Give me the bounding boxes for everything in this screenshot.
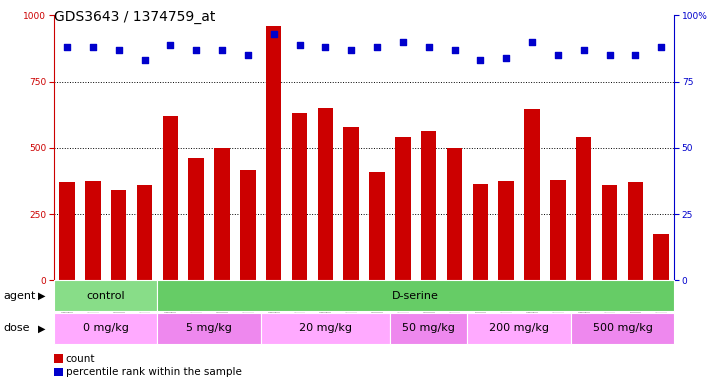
Bar xyxy=(395,137,410,280)
Point xyxy=(138,57,150,63)
Point xyxy=(345,47,357,53)
Point xyxy=(655,44,667,50)
Point xyxy=(164,41,176,48)
Text: ▶: ▶ xyxy=(37,291,45,301)
Bar xyxy=(421,131,436,280)
Bar xyxy=(498,181,514,280)
Bar xyxy=(369,172,385,280)
Text: control: control xyxy=(87,291,125,301)
Bar xyxy=(343,127,359,280)
Bar xyxy=(317,108,333,280)
Bar xyxy=(85,181,100,280)
Point xyxy=(268,31,280,37)
Text: 200 mg/kg: 200 mg/kg xyxy=(489,323,549,333)
Point xyxy=(371,44,383,50)
Bar xyxy=(653,234,669,280)
Point xyxy=(61,44,73,50)
Point xyxy=(216,47,228,53)
Point xyxy=(293,41,305,48)
Bar xyxy=(54,313,157,344)
Point xyxy=(500,55,512,61)
Bar xyxy=(627,182,643,280)
Point xyxy=(474,57,486,63)
Point xyxy=(526,39,538,45)
Text: dose: dose xyxy=(4,323,30,333)
Bar xyxy=(524,109,540,280)
Point xyxy=(113,47,125,53)
Bar xyxy=(550,180,566,280)
Bar xyxy=(292,113,307,280)
Text: agent: agent xyxy=(4,291,36,301)
Text: ▶: ▶ xyxy=(37,323,45,333)
Point xyxy=(448,47,460,53)
Bar xyxy=(240,170,255,280)
Bar xyxy=(266,26,281,280)
Bar xyxy=(390,313,467,344)
Text: 20 mg/kg: 20 mg/kg xyxy=(298,323,352,333)
Bar xyxy=(111,190,126,280)
Point xyxy=(629,52,641,58)
Bar xyxy=(214,148,230,280)
Bar xyxy=(157,313,261,344)
Point xyxy=(578,47,590,53)
Bar xyxy=(157,280,674,311)
Text: 500 mg/kg: 500 mg/kg xyxy=(593,323,653,333)
Point xyxy=(190,47,202,53)
Text: GDS3643 / 1374759_at: GDS3643 / 1374759_at xyxy=(54,10,216,23)
Bar xyxy=(576,137,591,280)
Point xyxy=(423,44,435,50)
Text: percentile rank within the sample: percentile rank within the sample xyxy=(66,367,242,377)
Point xyxy=(603,52,615,58)
Bar xyxy=(447,148,462,280)
Text: count: count xyxy=(66,354,95,364)
Text: 5 mg/kg: 5 mg/kg xyxy=(186,323,232,333)
Text: 0 mg/kg: 0 mg/kg xyxy=(83,323,128,333)
Text: 50 mg/kg: 50 mg/kg xyxy=(402,323,455,333)
Bar xyxy=(571,313,674,344)
Point xyxy=(319,44,331,50)
Point xyxy=(552,52,564,58)
Bar xyxy=(602,185,617,280)
Bar xyxy=(472,184,488,280)
Bar xyxy=(54,280,157,311)
Point xyxy=(87,44,99,50)
Bar xyxy=(162,116,178,280)
Bar xyxy=(137,185,152,280)
Point xyxy=(397,39,409,45)
Bar xyxy=(59,182,75,280)
Point xyxy=(242,52,254,58)
Bar xyxy=(467,313,571,344)
Bar xyxy=(261,313,390,344)
Bar xyxy=(188,159,204,280)
Text: D-serine: D-serine xyxy=(392,291,439,301)
